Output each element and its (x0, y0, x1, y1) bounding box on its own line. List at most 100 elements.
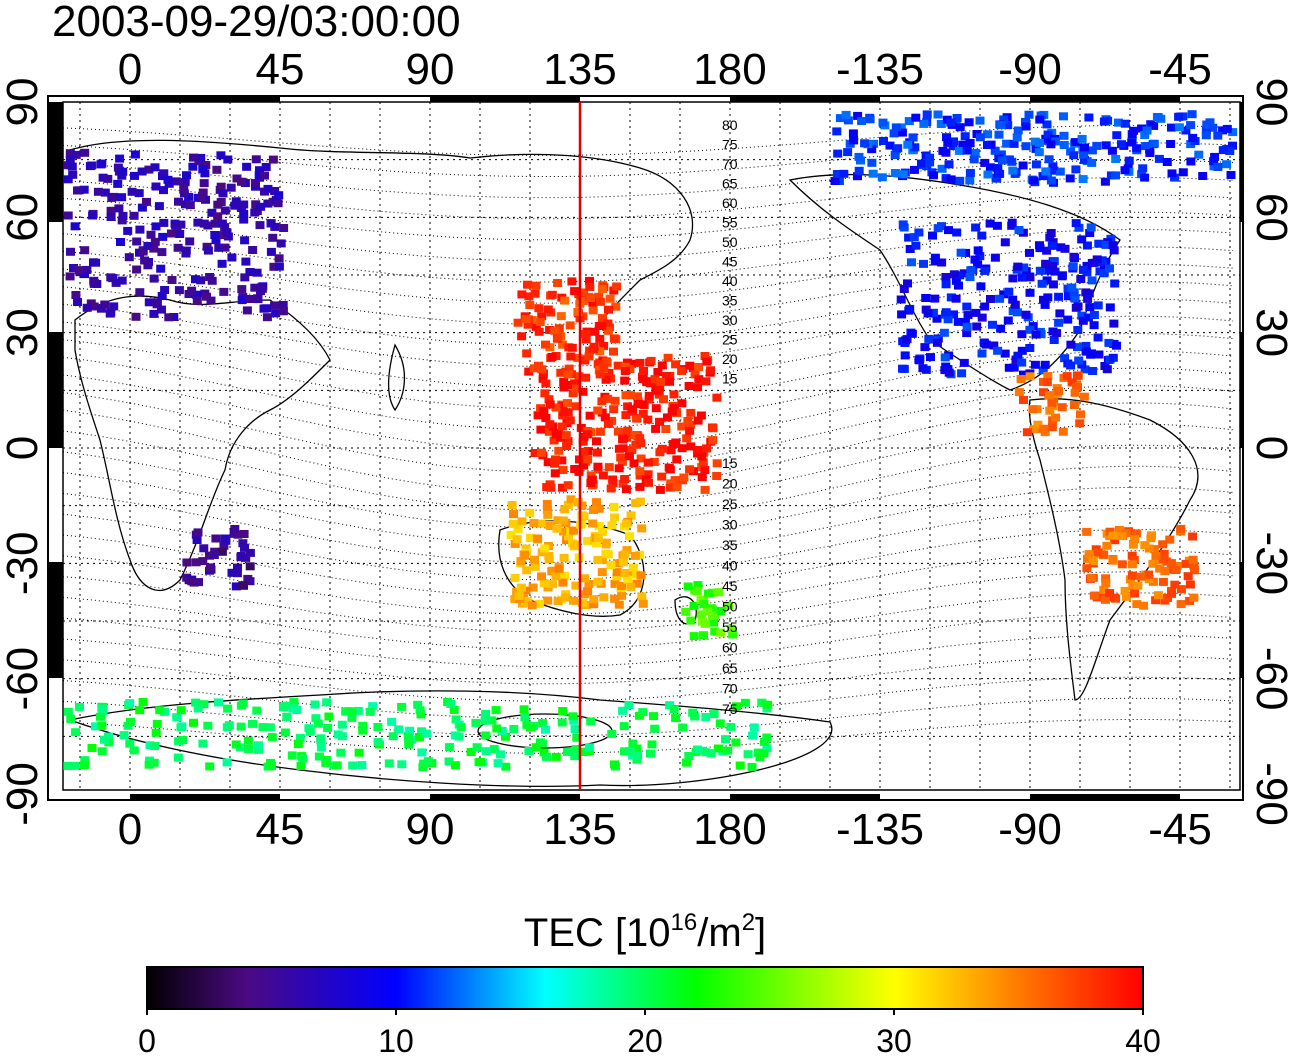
tec-cell (903, 140, 913, 149)
tec-cell (1008, 166, 1018, 175)
tec-cell (1071, 219, 1081, 228)
tec-cell (193, 218, 203, 227)
tec-cell (159, 218, 169, 227)
frame-ticks (48, 96, 1243, 800)
tec-cell (561, 593, 571, 602)
tec-cell (581, 330, 591, 338)
tec-cell (1188, 532, 1198, 541)
tec-cell (1081, 347, 1091, 356)
tec-cell (917, 159, 926, 168)
tec-cell (493, 759, 503, 768)
tec-cell (672, 455, 682, 464)
tec-cell (1078, 175, 1088, 184)
tec-cell (560, 296, 570, 305)
tec-cell (252, 268, 262, 277)
tec-cell (252, 706, 262, 715)
x-tick-bottom: 0 (118, 805, 142, 854)
tec-cell (628, 563, 638, 572)
tec-cell (631, 499, 641, 508)
tec-cell (1035, 244, 1045, 253)
tec-cell (581, 373, 591, 382)
tec-cell (593, 406, 603, 415)
tec-cell (270, 187, 280, 195)
tec-cell (1082, 564, 1092, 573)
tec-cell (955, 123, 965, 132)
contour-label-north: 55 (722, 215, 738, 231)
tec-cell (1035, 115, 1045, 124)
colorbar-title: TEC [1016/m2] (524, 909, 766, 955)
tec-cell (677, 422, 687, 431)
tec-cell (160, 286, 170, 294)
tec-cell (684, 752, 694, 760)
tec-cell (223, 232, 233, 241)
tec-cell (620, 569, 630, 577)
tec-cell (696, 411, 706, 420)
tec-cell (213, 212, 223, 221)
tec-cell (1019, 370, 1028, 379)
tec-cell (563, 481, 573, 490)
tec-cell (1167, 123, 1176, 132)
tec-cell (693, 383, 703, 392)
tec-cell (1025, 372, 1035, 381)
tec-cell (1048, 162, 1058, 171)
tec-cell (983, 170, 993, 179)
tec-cell (612, 568, 622, 577)
tec-cell (557, 422, 567, 431)
tec-cell (415, 733, 424, 741)
tec-cell (192, 536, 202, 544)
tec-cell (986, 295, 995, 303)
tec-cell (650, 375, 660, 384)
tec-cell (677, 367, 687, 375)
tec-cell (501, 762, 511, 771)
tec-cell (1190, 566, 1200, 575)
tec-cell (324, 712, 334, 721)
tec-cell (542, 505, 552, 514)
tec-cell (560, 505, 570, 514)
tec-cell (1002, 139, 1012, 148)
tec-cell (1051, 413, 1061, 422)
tec-cell (151, 182, 161, 191)
tec-cell (262, 304, 272, 313)
tec-cell (114, 204, 124, 213)
tec-cell (180, 178, 190, 187)
tec-cell (668, 440, 678, 448)
tec-cell (941, 362, 951, 371)
tec-cell (1073, 326, 1083, 334)
tec-cell (1153, 113, 1163, 122)
tec-cell (620, 550, 630, 559)
tec-cell (176, 706, 186, 715)
tec-cell (638, 375, 648, 384)
tec-cell (563, 500, 573, 509)
tec-cell (1087, 158, 1097, 167)
tec-cell (603, 326, 613, 335)
tec-cell (199, 700, 209, 709)
tec-cell (1105, 303, 1115, 312)
tec-cell (534, 327, 544, 336)
tec-cell (145, 756, 154, 765)
tec-cell (1117, 531, 1127, 540)
tec-cell (600, 413, 610, 422)
tec-cell (1069, 288, 1079, 297)
tec-cell (282, 712, 292, 721)
tec-cell (522, 349, 532, 358)
tec-cell (1198, 172, 1208, 180)
tec-cell (1083, 294, 1093, 303)
tec-cell (583, 587, 593, 595)
tec-cell (1003, 316, 1013, 325)
tec-cell (877, 173, 887, 182)
tec-cell (175, 230, 185, 238)
tec-cell (716, 628, 726, 637)
tec-cell (597, 285, 607, 294)
tec-cell (316, 743, 326, 752)
tec-cell (1087, 146, 1097, 155)
tec-cell (584, 743, 594, 752)
tec-cell (578, 387, 588, 396)
tec-cell (1064, 292, 1073, 301)
tec-cell (1089, 321, 1099, 330)
tec-cell (125, 739, 135, 748)
tec-cell (542, 499, 552, 508)
tec-cell (160, 707, 169, 716)
tec-cell (902, 335, 912, 344)
tec-cell (941, 308, 951, 317)
tec-cell (681, 607, 691, 616)
